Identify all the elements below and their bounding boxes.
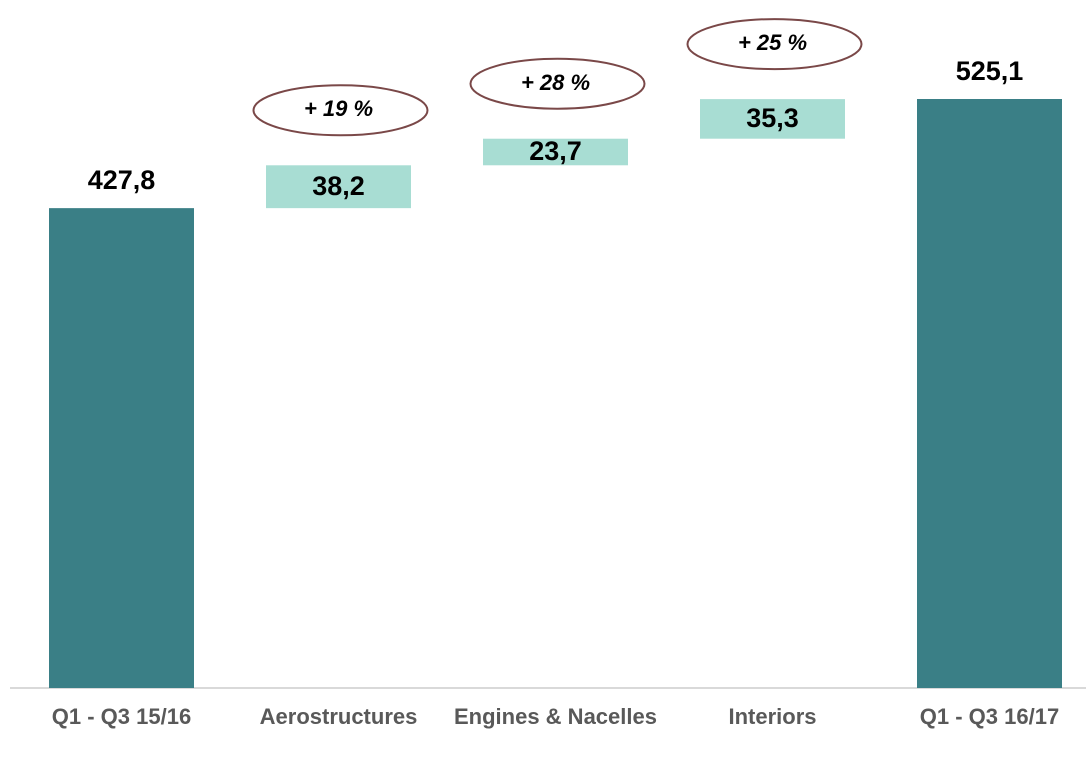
x-tick-label: Interiors [728,704,817,729]
x-tick-label: Aerostructures [259,704,418,729]
value-label: 525,1 [955,56,1024,86]
annotation-ellipse [252,84,429,137]
value-label: 38,2 [312,170,365,201]
bar [49,208,194,688]
annotation: + 19 % [303,96,374,122]
x-tick-label: Engines & Nacelles [454,704,657,729]
value-label: 35,3 [746,102,799,133]
annotation: + 28 % [520,69,591,95]
bar [483,138,628,166]
value-label: 427,8 [87,165,156,196]
value-label: 23,7 [529,135,582,166]
x-tick-label: Q1 - Q3 16/17 [919,704,1060,729]
annotation-ellipse [469,57,646,110]
bar [917,99,1062,688]
bar [700,99,845,139]
x-tick-label: Q1 - Q3 15/16 [51,704,192,729]
bar [266,165,411,209]
annotation: + 25 % [737,30,808,56]
annotation-ellipse [686,18,863,71]
